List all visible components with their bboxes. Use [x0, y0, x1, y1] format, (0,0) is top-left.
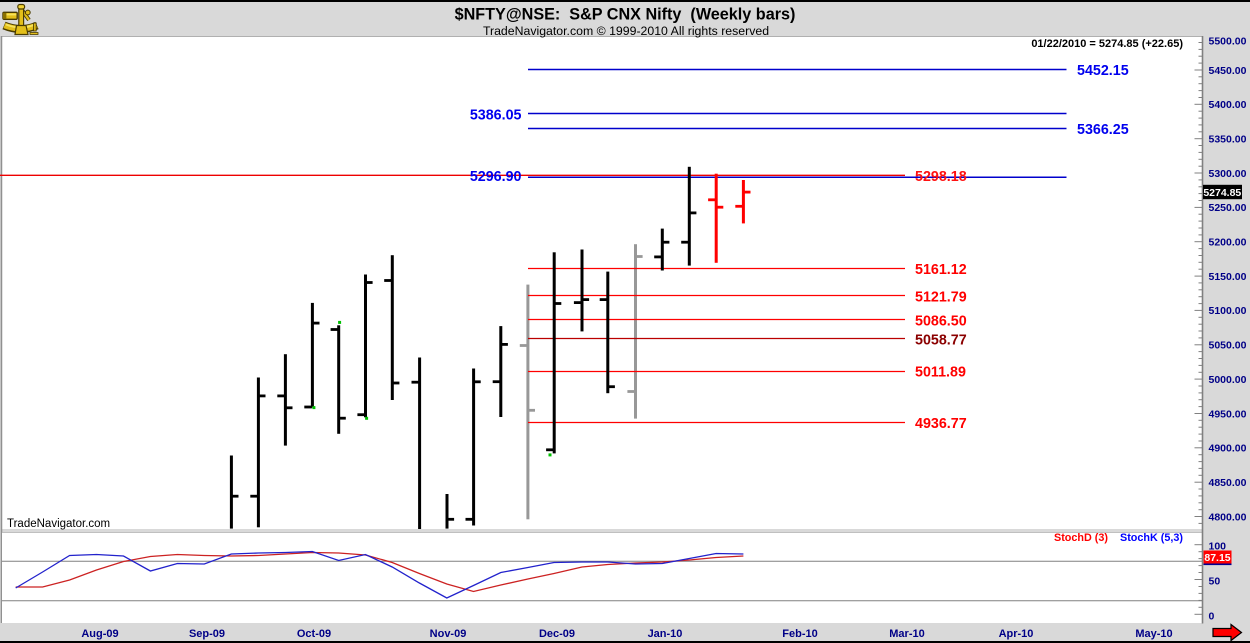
svg-text:01/22/2010 = 5274.85 (+22.65): 01/22/2010 = 5274.85 (+22.65) — [1031, 38, 1183, 50]
svg-text:5298.18: 5298.18 — [915, 169, 967, 185]
svg-text:5400.00: 5400.00 — [1209, 99, 1247, 111]
svg-text:May-10: May-10 — [1135, 628, 1172, 640]
svg-text:4950.00: 4950.00 — [1209, 408, 1247, 420]
svg-text:4900.00: 4900.00 — [1209, 443, 1247, 455]
svg-text:TradeNavigator.com: TradeNavigator.com — [7, 518, 110, 530]
svg-text:5300.00: 5300.00 — [1209, 168, 1247, 180]
svg-text:87.15: 87.15 — [1204, 552, 1230, 564]
svg-text:5121.79: 5121.79 — [915, 289, 967, 305]
svg-text:5011.89: 5011.89 — [915, 365, 966, 381]
svg-text:5200.00: 5200.00 — [1209, 237, 1247, 249]
svg-text:5450.00: 5450.00 — [1209, 65, 1247, 77]
svg-text:Mar-10: Mar-10 — [889, 628, 924, 640]
svg-text:5100.00: 5100.00 — [1209, 305, 1247, 317]
svg-text:5250.00: 5250.00 — [1209, 202, 1247, 214]
svg-text:5274.85: 5274.85 — [1203, 187, 1241, 199]
svg-text:Aug-09: Aug-09 — [81, 628, 118, 640]
svg-text:StochK (5,3): StochK (5,3) — [1120, 532, 1183, 544]
svg-text:5000.00: 5000.00 — [1209, 374, 1247, 386]
svg-text:Apr-10: Apr-10 — [999, 628, 1034, 640]
svg-text:5050.00: 5050.00 — [1209, 340, 1247, 352]
svg-text:Feb-10: Feb-10 — [782, 628, 817, 640]
svg-text:5366.25: 5366.25 — [1077, 122, 1129, 138]
svg-text:5386.05: 5386.05 — [470, 108, 522, 124]
svg-text:Dec-09: Dec-09 — [539, 628, 575, 640]
svg-text:5296.90: 5296.90 — [470, 169, 522, 185]
svg-text:4800.00: 4800.00 — [1209, 511, 1247, 523]
svg-text:Jan-10: Jan-10 — [648, 628, 683, 640]
svg-text:5150.00: 5150.00 — [1209, 271, 1247, 283]
svg-text:5350.00: 5350.00 — [1209, 134, 1247, 146]
svg-text:4936.77: 4936.77 — [915, 416, 967, 432]
svg-text:4850.00: 4850.00 — [1209, 477, 1247, 489]
svg-text:5161.12: 5161.12 — [915, 262, 967, 278]
svg-text:StochD (3): StochD (3) — [1054, 532, 1108, 544]
svg-text:100: 100 — [1209, 541, 1227, 553]
svg-text:$NFTY@NSE: S&P CNX Nifty (We: $NFTY@NSE: S&P CNX Nifty (Weekly bars) — [455, 5, 796, 23]
svg-text:5452.15: 5452.15 — [1077, 63, 1129, 79]
svg-text:5058.77: 5058.77 — [915, 333, 967, 349]
svg-text:Sep-09: Sep-09 — [189, 628, 225, 640]
svg-text:TradeNavigator.com © 1999-2010: TradeNavigator.com © 1999-2010 All right… — [483, 24, 769, 38]
svg-text:Oct-09: Oct-09 — [297, 628, 331, 640]
svg-text:0: 0 — [1209, 610, 1215, 622]
svg-text:5500.00: 5500.00 — [1209, 35, 1247, 47]
svg-text:Nov-09: Nov-09 — [430, 628, 467, 640]
svg-text:50: 50 — [1209, 576, 1221, 588]
svg-text:5086.50: 5086.50 — [915, 313, 967, 329]
